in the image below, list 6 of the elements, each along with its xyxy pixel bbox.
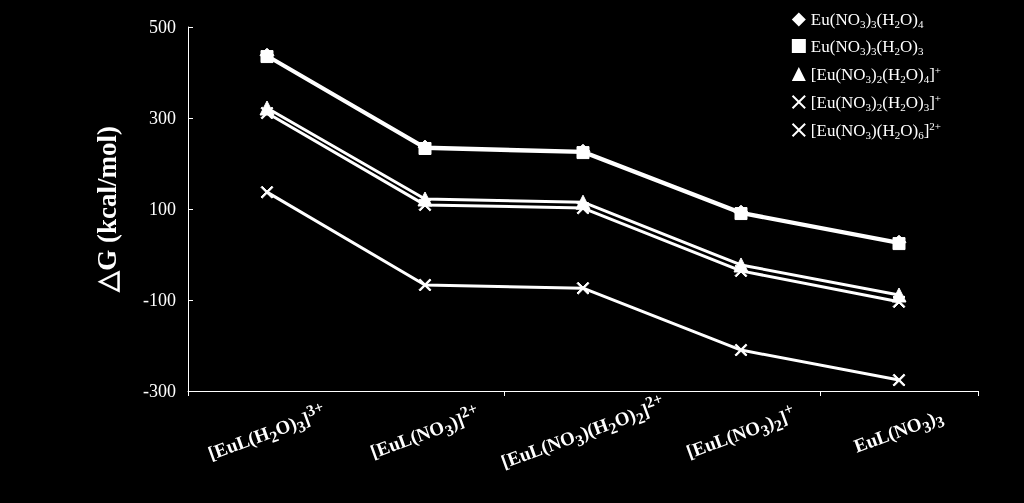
y-tick-label: -300 bbox=[143, 381, 176, 401]
y-tick-label: -100 bbox=[143, 290, 176, 310]
y-axis-title: △G (kcal/mol) bbox=[91, 126, 122, 293]
y-tick-label: 100 bbox=[149, 199, 176, 219]
y-tick-label: 500 bbox=[149, 17, 176, 37]
y-tick-label: 300 bbox=[149, 108, 176, 128]
